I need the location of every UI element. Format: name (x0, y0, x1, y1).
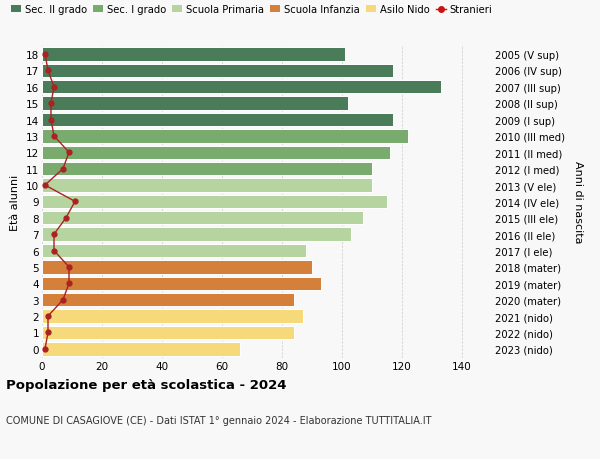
Legend: Sec. II grado, Sec. I grado, Scuola Primaria, Scuola Infanzia, Asilo Nido, Stran: Sec. II grado, Sec. I grado, Scuola Prim… (11, 5, 493, 15)
Bar (42, 65, 393, 78)
Bar (42, 195, 387, 209)
Bar (42, 48, 345, 62)
Bar (42, 244, 306, 257)
Bar (42, 113, 393, 127)
Bar (42, 146, 390, 160)
Text: COMUNE DI CASAGIOVE (CE) - Dati ISTAT 1° gennaio 2024 - Elaborazione TUTTITALIA.: COMUNE DI CASAGIOVE (CE) - Dati ISTAT 1°… (6, 415, 431, 425)
Bar (42, 162, 372, 176)
Bar (42, 261, 312, 274)
Bar (42, 228, 351, 241)
Bar (42, 326, 294, 339)
Bar (42, 130, 408, 143)
Bar (42, 310, 303, 323)
Y-axis label: Anni di nascita: Anni di nascita (573, 161, 583, 243)
Text: Popolazione per età scolastica - 2024: Popolazione per età scolastica - 2024 (6, 379, 287, 392)
Bar (42, 81, 441, 94)
Bar (42, 212, 363, 225)
Bar (42, 342, 240, 356)
Bar (42, 97, 348, 111)
Bar (42, 277, 321, 291)
Bar (42, 293, 294, 307)
Y-axis label: Età alunni: Età alunni (10, 174, 20, 230)
Bar (42, 179, 372, 192)
